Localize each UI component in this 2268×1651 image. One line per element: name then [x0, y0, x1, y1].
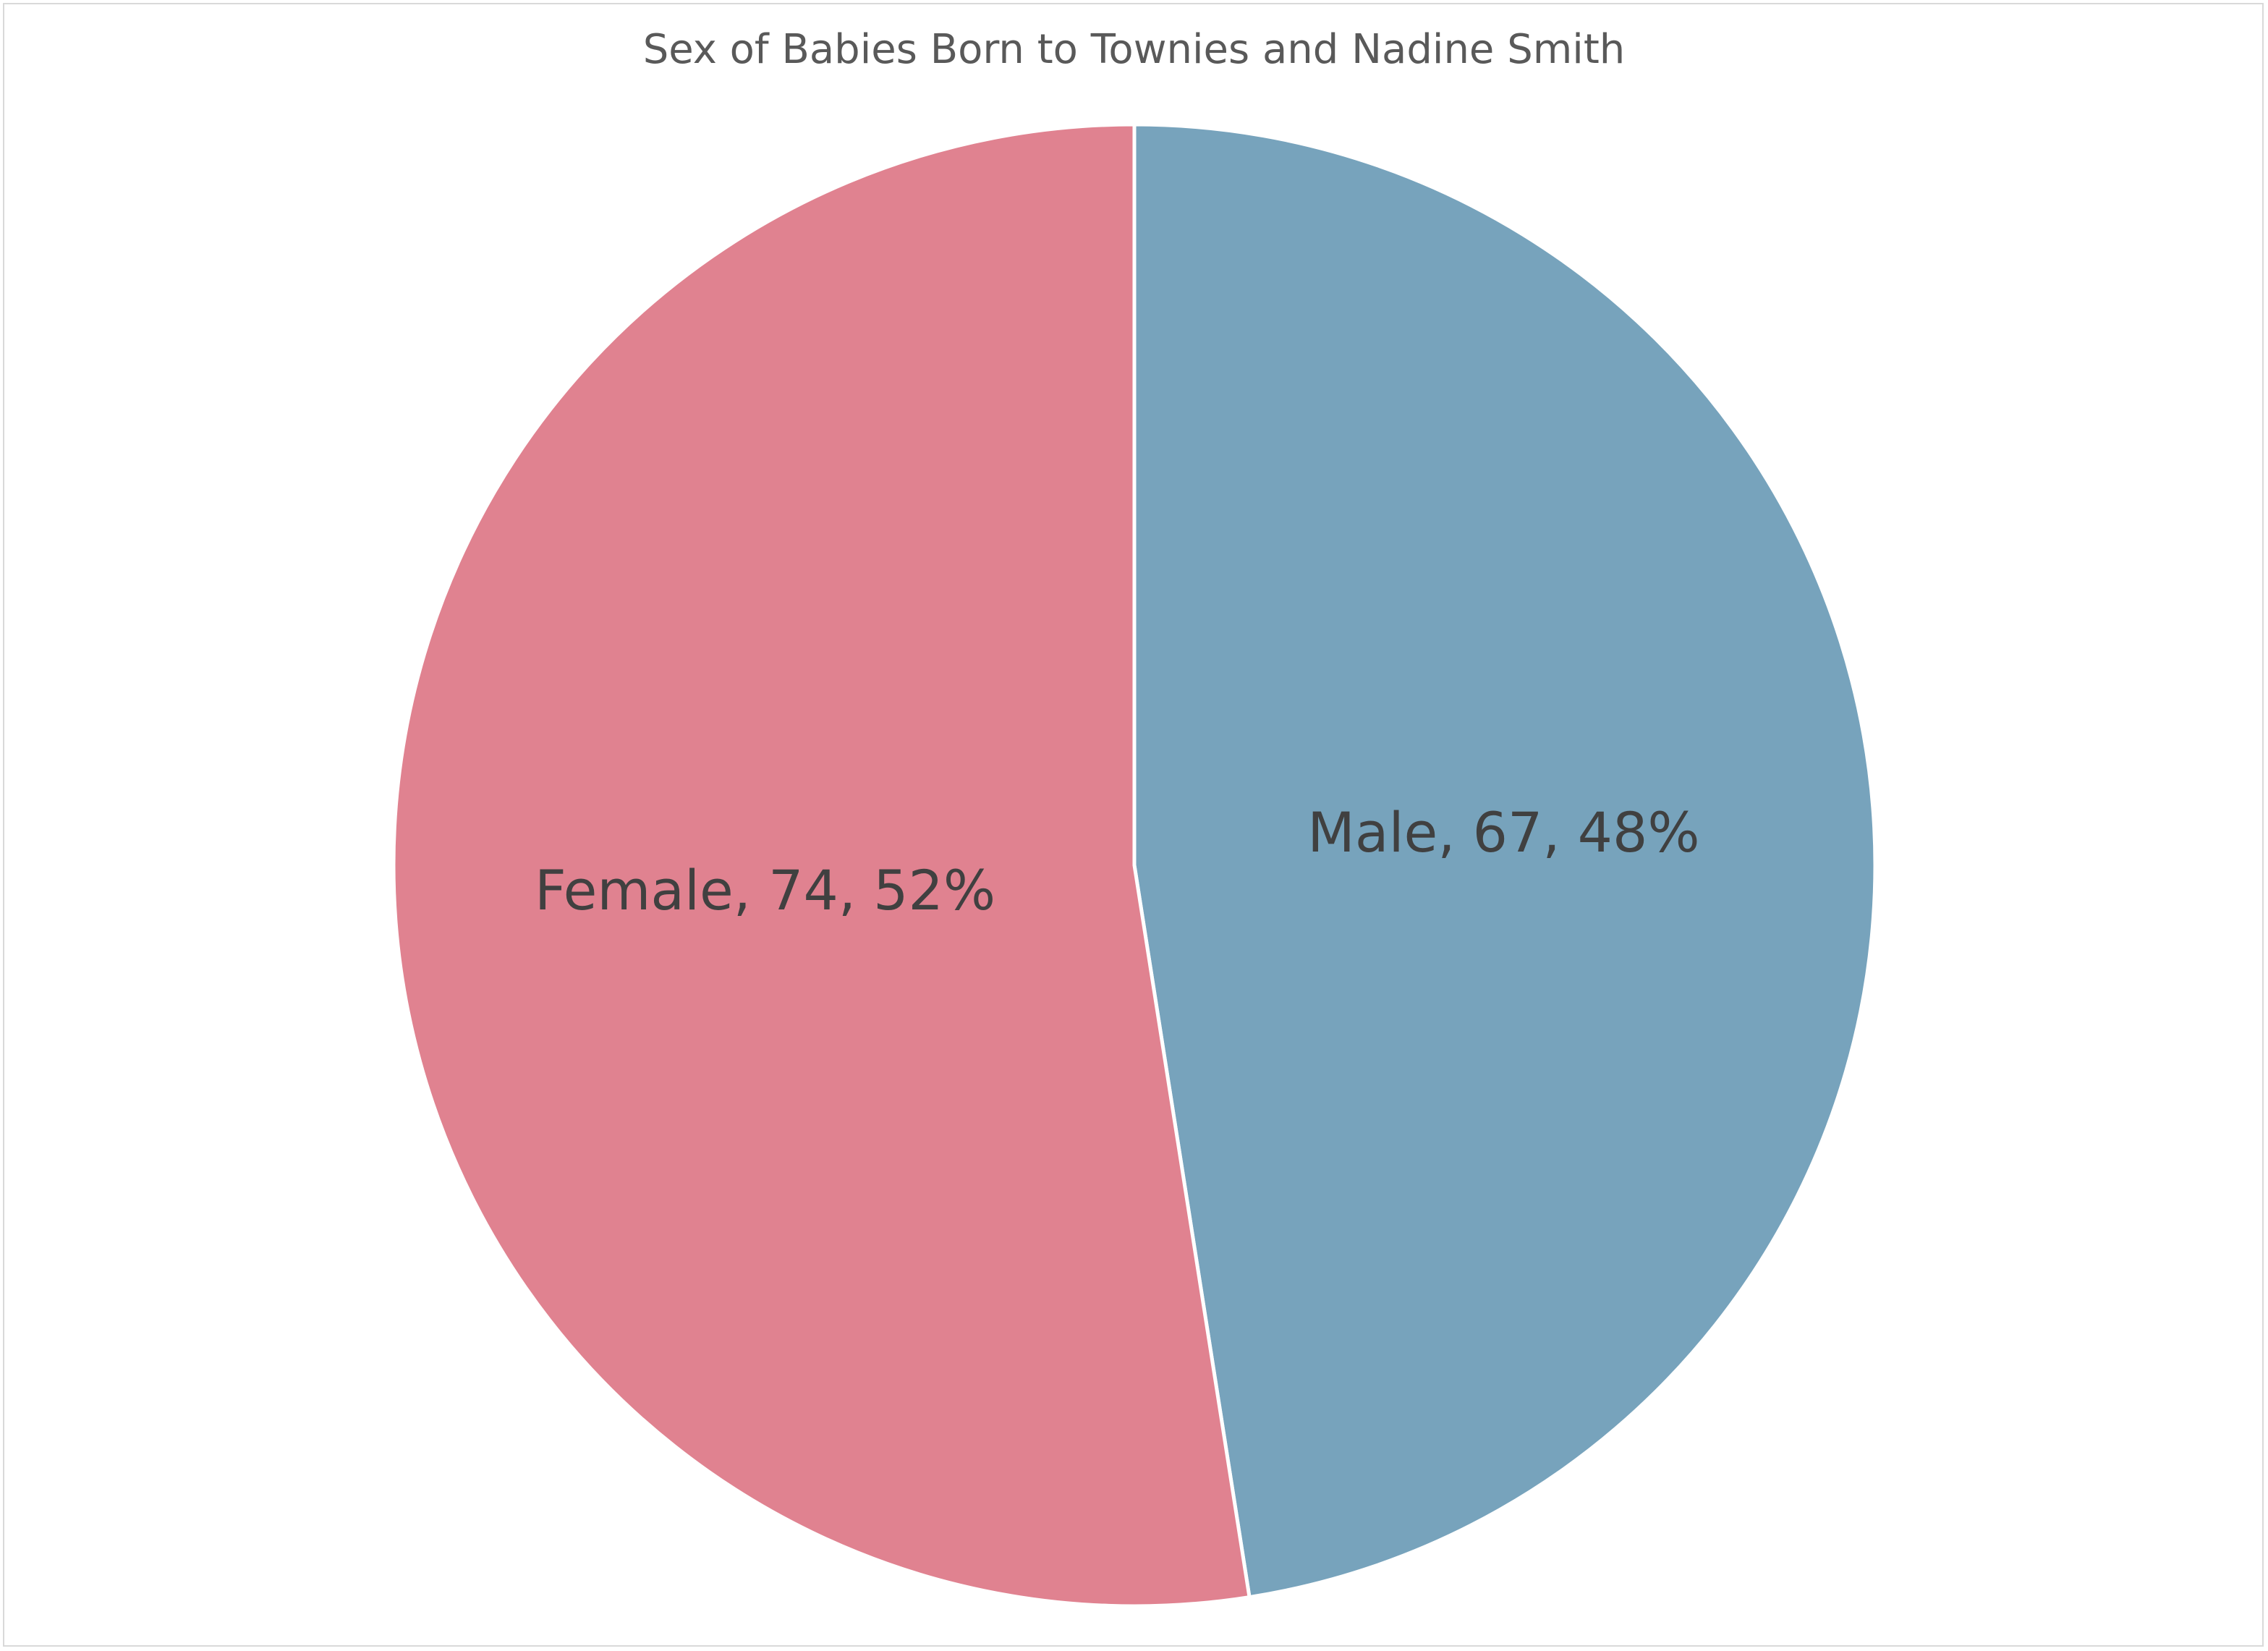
pie-slices — [391, 122, 1877, 1608]
chart-title: Sex of Babies Born to Townies and Nadine… — [642, 26, 1626, 73]
pie-labels: Male, 67, 48% Female, 74, 52% — [535, 800, 1700, 922]
data-label-female: Female, 74, 52% — [535, 858, 995, 922]
data-label-male: Male, 67, 48% — [1307, 800, 1699, 865]
pie-slice-female — [391, 122, 1252, 1608]
pie-slice-male — [1132, 122, 1877, 1600]
